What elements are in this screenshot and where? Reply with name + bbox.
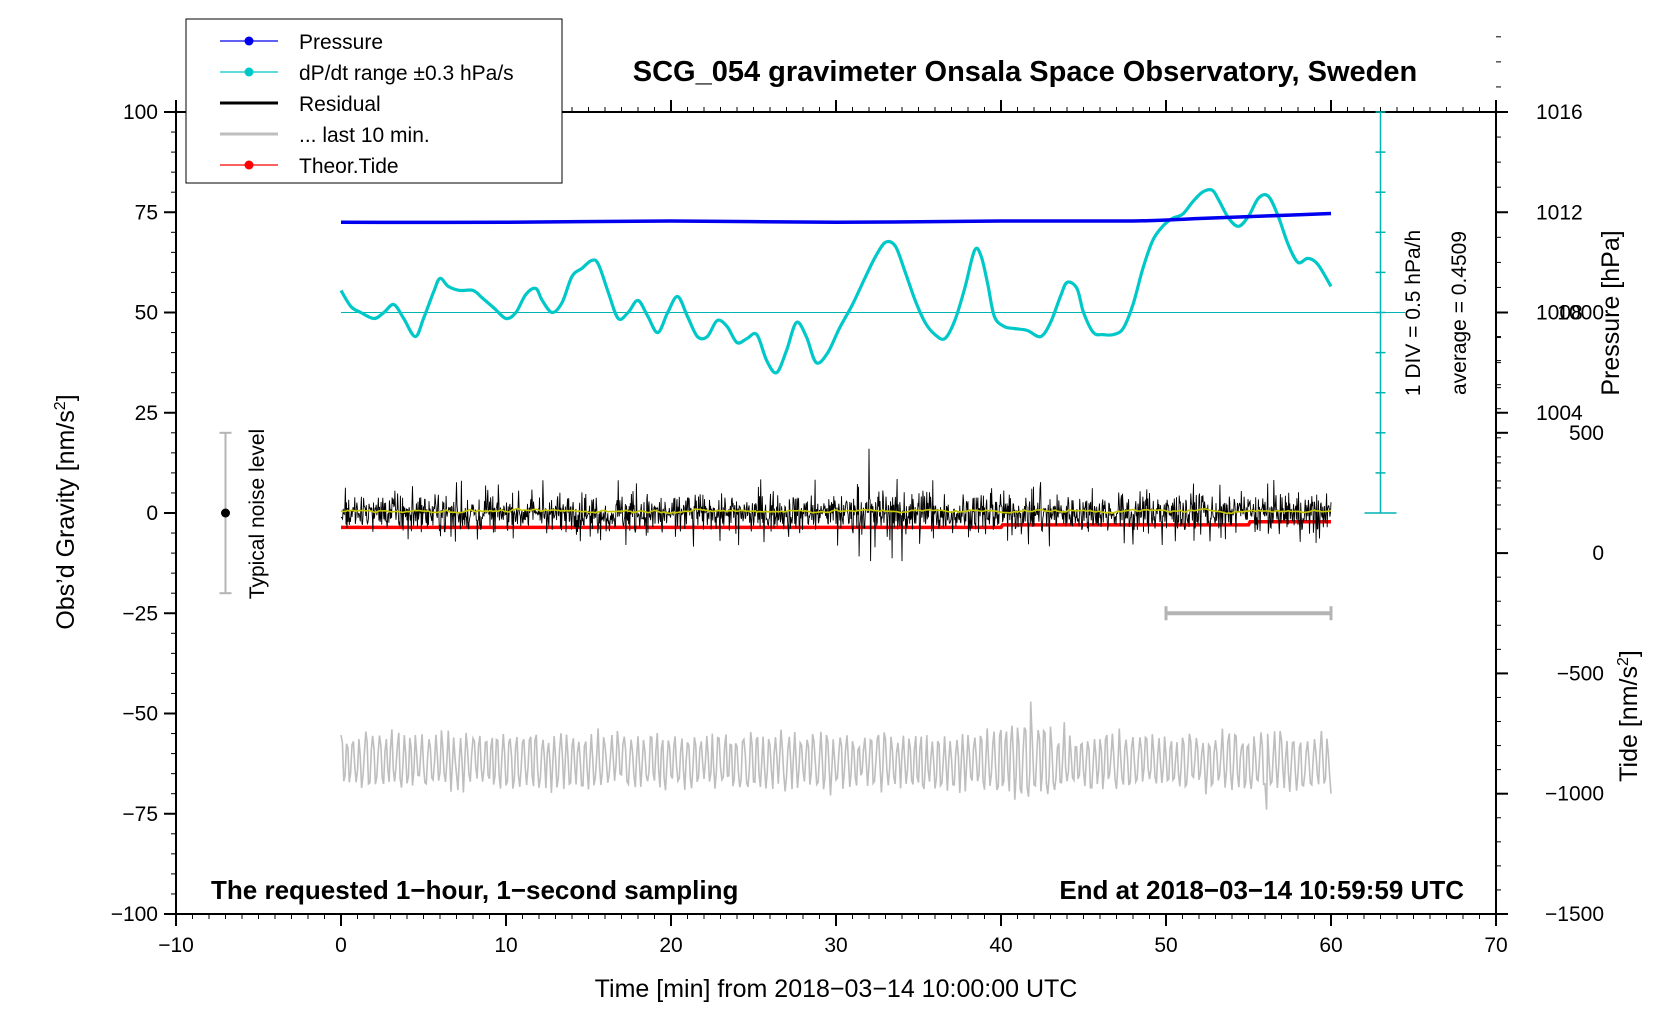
y-tick-label: 50 bbox=[135, 302, 158, 325]
legend-box bbox=[185, 18, 563, 184]
y-tick-label: 0 bbox=[146, 502, 158, 525]
series-layer bbox=[339, 188, 1333, 810]
x-tick-label: 0 bbox=[335, 934, 347, 957]
x-tick-label: 40 bbox=[989, 934, 1012, 957]
annotation-markers bbox=[219, 431, 1333, 621]
tide-tick-label: 1000 bbox=[1557, 302, 1604, 325]
y-tick-label: −100 bbox=[111, 903, 158, 926]
legend-label: Residual bbox=[299, 93, 381, 116]
y-tick-label: 75 bbox=[135, 201, 158, 224]
last-10-min-series bbox=[340, 701, 1332, 810]
x-tick-label: −10 bbox=[158, 934, 194, 957]
x-tick-label: 70 bbox=[1484, 934, 1507, 957]
div-annotation: 1 DIV = 0.5 hPa/h bbox=[1402, 230, 1425, 396]
legend-label: dP/dt range ±0.3 hPa/s bbox=[299, 62, 514, 85]
x-tick-label: 10 bbox=[494, 934, 517, 957]
y-tick-label: 25 bbox=[135, 402, 158, 425]
y-tick-label: −25 bbox=[122, 602, 158, 625]
pressure-tick-label: 1012 bbox=[1536, 201, 1583, 224]
tide-tick-label: 0 bbox=[1592, 542, 1604, 565]
x-axis-label: Time [min] from 2018−03−14 10:00:00 UTC bbox=[595, 975, 1078, 1003]
tide-tick-label: −1500 bbox=[1545, 903, 1604, 926]
tide-axis-label: Tide [nm/s2] bbox=[1615, 650, 1643, 782]
dpdt-series bbox=[339, 188, 1333, 375]
legend-marker bbox=[244, 160, 254, 170]
pressure-tick-label: 1004 bbox=[1536, 402, 1583, 425]
residual-smoothed-series bbox=[340, 507, 1332, 515]
x-tick-label: 30 bbox=[824, 934, 847, 957]
x-tick-label: 60 bbox=[1319, 934, 1342, 957]
pressure-tick-label: 1008 bbox=[1536, 302, 1583, 325]
legend-marker bbox=[244, 67, 254, 77]
y-tick-label: −75 bbox=[122, 803, 158, 826]
tide-tick-label: −500 bbox=[1557, 662, 1604, 685]
sampling-annotation: The requested 1−hour, 1−second sampling bbox=[211, 875, 738, 905]
noise-bar-center-dot bbox=[221, 508, 230, 518]
legend-label: ... last 10 min. bbox=[299, 124, 430, 147]
noise-level-label: Typical noise level bbox=[246, 429, 269, 599]
tide-tick-label: −1000 bbox=[1545, 783, 1604, 806]
legend-label: Theor.Tide bbox=[299, 155, 399, 178]
axis-ticks: −10 0 10 20 30 40 50 60 70−100−75−50−25025507510… bbox=[111, 36, 1604, 957]
pressure-tick-label: 1016 bbox=[1536, 101, 1583, 124]
legend-label: Pressure bbox=[299, 31, 383, 54]
legend-marker bbox=[244, 36, 254, 46]
pressure-axis-label: Pressure [hPa] bbox=[1597, 230, 1625, 395]
legend: Pressure dP/dt range ±0.3 hPa/s Residual..… bbox=[185, 18, 563, 184]
theor-tide-series bbox=[341, 520, 1331, 530]
pressure-series bbox=[340, 211, 1332, 225]
average-annotation: average = 0.4509 bbox=[1448, 231, 1471, 395]
tide-tick-label: 500 bbox=[1569, 422, 1604, 445]
chart-title: SCG_054 gravimeter Onsala Space Observat… bbox=[633, 56, 1417, 88]
x-tick-label: 50 bbox=[1154, 934, 1177, 957]
x-tick-label: 20 bbox=[659, 934, 682, 957]
end-time-annotation: End at 2018−03−14 10:59:59 UTC bbox=[1059, 875, 1464, 905]
residual-series bbox=[340, 448, 1332, 562]
y-tick-label: 100 bbox=[123, 101, 158, 124]
y-axis-label: Obs’d Gravity [nm/s2] bbox=[52, 394, 80, 629]
y-tick-label: −50 bbox=[122, 703, 158, 726]
